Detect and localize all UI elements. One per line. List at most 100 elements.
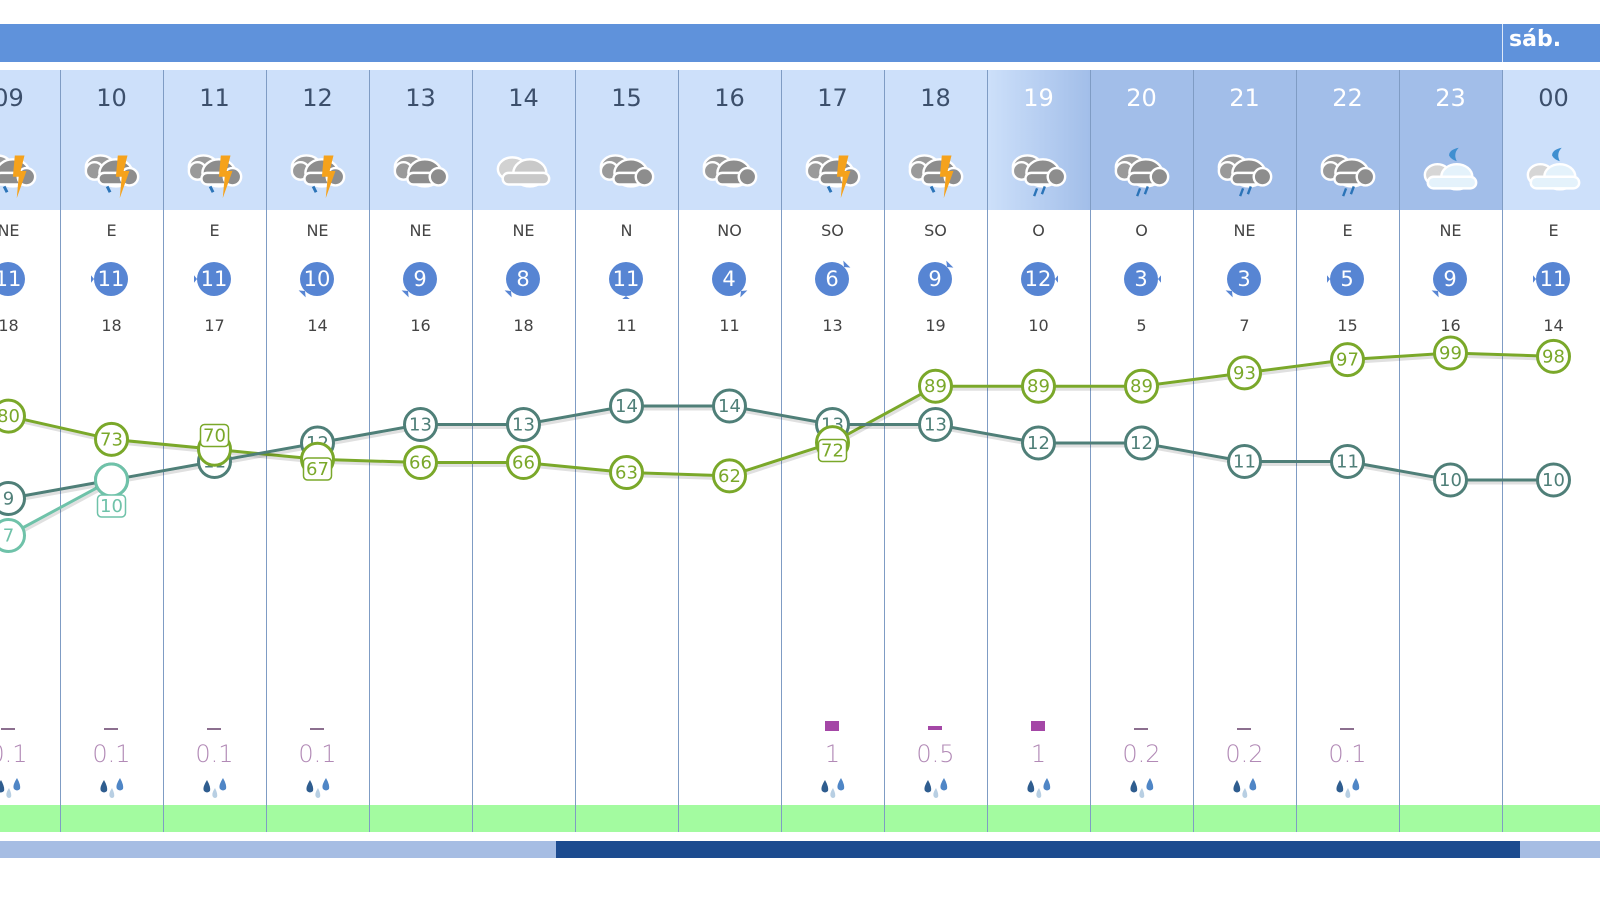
wind-gust: 15: [1337, 316, 1358, 335]
precip-value: 0.1: [298, 740, 337, 768]
precip-value: 0.1: [1328, 740, 1367, 768]
wind-gust: 7: [1239, 316, 1250, 335]
wind-speed-badge: 11: [197, 262, 231, 296]
hour-column: 13 NE 9 16: [369, 70, 472, 832]
wind-direction: SO: [924, 221, 947, 240]
rain-drops-icon: [1130, 778, 1154, 798]
rain-drops-icon: [1233, 778, 1257, 798]
wind-direction: E: [209, 221, 220, 240]
wind-direction: NE: [1233, 221, 1256, 240]
wind-direction: O: [1032, 221, 1045, 240]
status-band: [987, 805, 1090, 832]
hour-header-cell: 21: [1193, 70, 1296, 210]
thunderstorm-icon: [290, 154, 346, 199]
rain-drops-icon: [1027, 778, 1051, 798]
status-band: [1399, 805, 1502, 832]
wind-gust: 13: [822, 316, 843, 335]
thunderstorm-icon: [908, 154, 964, 199]
hour-label: 10: [96, 84, 127, 112]
column-divider: [369, 70, 370, 832]
wind-speed-badge: 11: [94, 262, 128, 296]
status-band: [1502, 805, 1600, 832]
hour-label: 18: [920, 84, 951, 112]
thunderstorm-icon: [84, 154, 140, 199]
hour-label: 00: [1538, 84, 1569, 112]
rain-icon: [1320, 154, 1376, 197]
wind-direction-arrow-icon: [1327, 274, 1330, 284]
hour-label: 17: [817, 84, 848, 112]
wind-direction-arrow-icon: [1158, 274, 1161, 284]
wind-direction: O: [1135, 221, 1148, 240]
scrollbar-thumb[interactable]: [556, 841, 1520, 858]
hour-column: 22 E 5 15 0.1: [1296, 70, 1399, 832]
hour-header-cell: 17: [781, 70, 884, 210]
status-band: [781, 805, 884, 832]
wind-direction: NE: [306, 221, 329, 240]
wind-direction: NO: [717, 221, 742, 240]
wind-speed-badge: 3: [1227, 262, 1261, 296]
column-divider: [1090, 70, 1091, 832]
rain-drops-icon: [306, 778, 330, 798]
status-band: [266, 805, 369, 832]
precip-intensity-marker: [310, 728, 324, 730]
rain-drops-icon: [100, 778, 124, 798]
hour-label: 16: [714, 84, 745, 112]
column-divider: [987, 70, 988, 832]
wind-speed-badge: 9: [1433, 262, 1467, 296]
night-cloudy-icon: [1423, 147, 1478, 191]
wind-direction: E: [1342, 221, 1353, 240]
horizontal-scrollbar[interactable]: [0, 841, 1600, 858]
hour-column: 18 SO 9 19 0.5: [884, 70, 987, 832]
wind-direction: N: [620, 221, 633, 240]
wind-direction: E: [1548, 221, 1559, 240]
hour-column: 17 SO 6 13 1: [781, 70, 884, 832]
precip-intensity-marker: [104, 728, 118, 730]
column-divider: [266, 70, 267, 832]
wind-direction: NE: [409, 221, 432, 240]
hour-column: 14 NE 8 18: [472, 70, 575, 832]
hour-header-cell: 16: [678, 70, 781, 210]
hour-label: 13: [405, 84, 436, 112]
hour-label: 11: [199, 84, 230, 112]
column-divider: [1193, 70, 1194, 832]
precip-value: 0.2: [1225, 740, 1264, 768]
hour-label: 20: [1126, 84, 1157, 112]
rain-icon: [1011, 154, 1067, 197]
hour-column: 10 E 11 18 0.1: [60, 70, 163, 832]
hour-column: 00 E 11 14: [1502, 70, 1600, 832]
column-divider: [884, 70, 885, 832]
hour-label: 15: [611, 84, 642, 112]
hour-label: 14: [508, 84, 539, 112]
precip-value: 1: [1030, 740, 1047, 768]
status-band: [575, 805, 678, 832]
column-divider: [678, 70, 679, 832]
precip-value: 0.5: [916, 740, 955, 768]
wind-direction-arrow-icon: [740, 290, 748, 298]
column-divider: [163, 70, 164, 832]
wind-direction-arrow-icon: [401, 290, 409, 298]
wind-gust: 11: [616, 316, 637, 335]
hour-header-cell: 19: [987, 70, 1090, 210]
wind-gust: 11: [719, 316, 740, 335]
wind-speed-badge: 9: [918, 262, 952, 296]
wind-gust: 14: [1543, 316, 1564, 335]
wind-gust: 10: [1028, 316, 1049, 335]
wind-gust: 16: [1440, 316, 1461, 335]
status-band: [1090, 805, 1193, 832]
wind-speed-badge: 12: [1021, 262, 1055, 296]
wind-speed-badge: 3: [1124, 262, 1158, 296]
wind-gust: 5: [1136, 316, 1147, 335]
hour-column: 19 O 12 10 1: [987, 70, 1090, 832]
status-band: [0, 805, 60, 832]
hour-header-cell: 18: [884, 70, 987, 210]
hour-label: 19: [1023, 84, 1054, 112]
hour-header-cell: 10: [60, 70, 163, 210]
hour-column: 16 NO 4 11: [678, 70, 781, 832]
wind-direction-arrow-icon: [1533, 274, 1536, 284]
wind-gust: 16: [410, 316, 431, 335]
status-band: [163, 805, 266, 832]
day-header-bar: [0, 24, 1600, 62]
precip-intensity-marker: [1134, 728, 1148, 730]
wind-speed-badge: 8: [506, 262, 540, 296]
hour-header-cell: 14: [472, 70, 575, 210]
